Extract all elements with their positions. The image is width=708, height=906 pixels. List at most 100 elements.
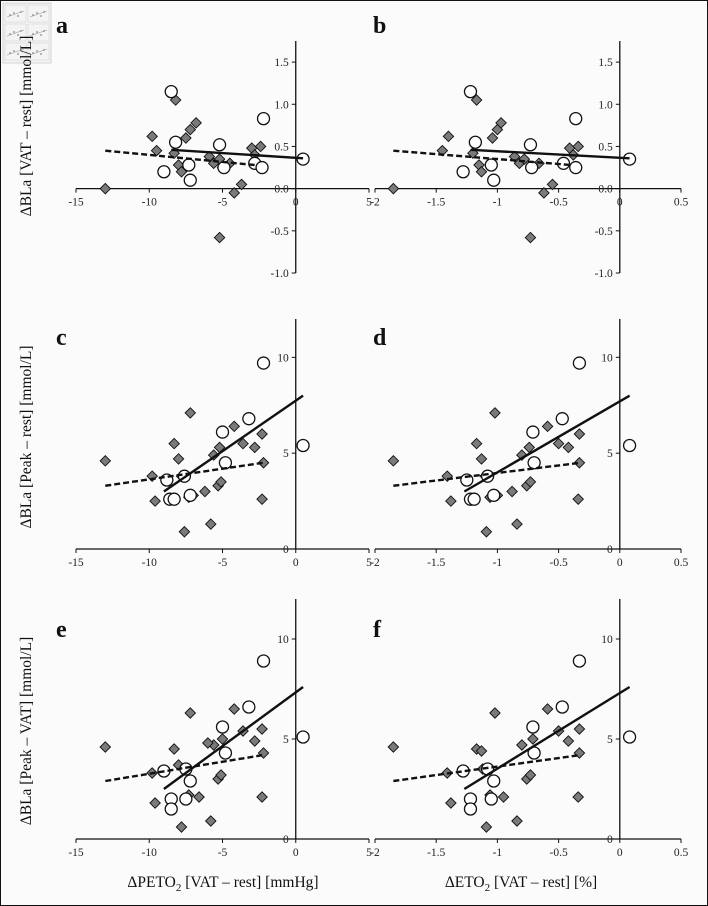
thumbnail-dot <box>40 34 42 36</box>
diamond-point <box>256 791 268 803</box>
diamond-point <box>538 187 550 199</box>
diamond-point <box>470 437 483 450</box>
diamond-point <box>178 525 191 538</box>
diamond-point <box>524 231 537 244</box>
diamond-point <box>541 703 554 715</box>
x-tick-label: -1 <box>493 557 503 569</box>
diamond-point <box>475 745 488 757</box>
circle-point <box>484 158 498 172</box>
diamond-point <box>168 437 180 450</box>
thumbnail-dot <box>20 11 22 13</box>
diamond-point <box>237 437 249 450</box>
regression-line-dashed <box>393 149 571 167</box>
diamond-point <box>511 518 523 530</box>
y-tick-label: 5 <box>283 448 289 460</box>
diamond-point <box>387 454 400 467</box>
circle-point <box>256 111 271 126</box>
diamond-point <box>99 454 112 467</box>
circle-point <box>217 160 231 175</box>
diamond-point <box>489 707 501 719</box>
circle-point <box>523 138 538 152</box>
panel-f: -2 -1.5 -1 -0.5 0 0.5 0 5 10 f <box>370 599 688 859</box>
y-tick-label: 0.0 <box>598 184 613 196</box>
x-axis-label-petco2: ΔPETO2 [VAT – rest] [mmHg] <box>127 874 318 894</box>
circle-point <box>555 412 569 426</box>
thumbnail-dot <box>17 34 19 36</box>
diamond-point <box>172 453 185 465</box>
y-tick-label: 5 <box>607 448 613 460</box>
y-axis-label-peak-rest: ΔBLa [Peak – rest] [mmol/L] <box>18 345 35 528</box>
thumbnail-dot <box>17 53 19 55</box>
diamond-point <box>445 797 457 809</box>
diamond-point <box>180 132 192 144</box>
diamond-point <box>150 144 163 157</box>
diamond-point <box>541 420 554 433</box>
regression-line-solid <box>463 685 631 791</box>
x-tick-label: -15 <box>68 847 84 859</box>
circle-point <box>218 746 233 760</box>
circle-point <box>183 774 197 788</box>
x-tick-label: -2 <box>370 557 380 569</box>
panel-letter-b: b <box>373 13 386 39</box>
diamond-point <box>216 733 229 745</box>
thumbnail-dot <box>20 49 22 51</box>
diamond-point <box>256 493 268 506</box>
diamond-point <box>199 485 211 498</box>
circle-point <box>256 356 271 370</box>
y-tick-label: -0.5 <box>595 226 613 238</box>
thumbnail-dot <box>9 52 11 54</box>
thumbnail-dot <box>20 30 22 32</box>
thumbnail-dot <box>13 50 15 52</box>
x-tick-label: -10 <box>142 197 158 209</box>
y-tick-label: -1.0 <box>595 268 613 280</box>
thumbnail-cell <box>4 23 27 42</box>
thumbnail-dot <box>13 12 15 14</box>
diamond-point <box>248 441 261 454</box>
diamond-point <box>480 821 493 833</box>
circle-point <box>468 135 483 149</box>
circle-point <box>463 802 478 816</box>
circle-point <box>527 456 541 470</box>
diamond-point <box>572 493 585 506</box>
circle-point <box>167 492 181 506</box>
x-tick-label: -5 <box>218 197 228 209</box>
thumbnail-dot <box>13 31 15 33</box>
diamond-point <box>193 791 205 803</box>
circle-point <box>484 792 498 806</box>
diamond-point <box>175 821 188 833</box>
y-axis-label-row-1: ΔBLa [VAT – rest] [mmol/L] <box>18 36 35 217</box>
circle-point <box>572 654 587 668</box>
x-tick-label: -1 <box>493 847 503 859</box>
diamond-point <box>489 407 501 419</box>
circle-point <box>212 138 227 152</box>
diamond-point <box>573 428 586 440</box>
diamond-point <box>524 476 537 488</box>
x-axis-label-etco2: ΔETO2 [VAT – rest] [%] <box>445 874 597 894</box>
circle-point <box>256 654 271 668</box>
circle-point <box>487 774 501 788</box>
x-tick-label: -15 <box>68 197 84 209</box>
diamond-point <box>248 735 261 747</box>
circle-point <box>467 492 481 506</box>
circle-point <box>456 165 470 179</box>
circle-point <box>487 173 501 187</box>
diamond-point <box>257 456 270 469</box>
regression-line-solid <box>163 686 304 790</box>
diamond-point <box>184 123 197 136</box>
x-tick-label: -1 <box>493 197 503 209</box>
x-tick-label: 5 <box>366 557 372 569</box>
x-tick-label: 0 <box>617 557 623 569</box>
circle-point <box>526 425 540 439</box>
diamond-point <box>475 165 488 178</box>
circle-point <box>526 720 540 734</box>
diamond-point <box>99 741 112 753</box>
circle-point <box>183 173 197 187</box>
regression-line-dashed <box>393 753 581 783</box>
y-tick-label: 0.5 <box>598 141 613 153</box>
y-tick-label: 0 <box>607 834 613 846</box>
thumbnail-dot <box>17 15 19 17</box>
x-tick-label: 0 <box>293 197 299 209</box>
diamond-point <box>235 178 248 191</box>
